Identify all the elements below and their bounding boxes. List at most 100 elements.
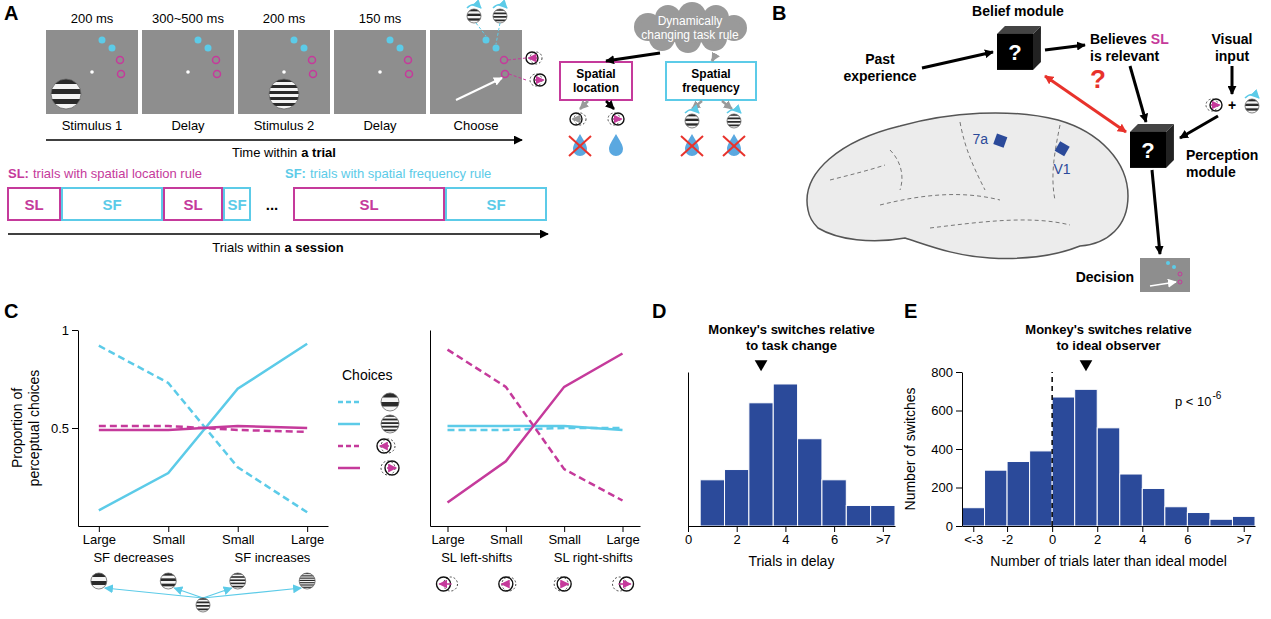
target-dot: [301, 45, 308, 52]
new-location: [1210, 99, 1222, 111]
decoration: [51, 99, 81, 104]
arrow: [502, 583, 510, 585]
bar: [700, 480, 724, 526]
tick-label: Large: [606, 532, 639, 547]
session-block: [224, 188, 250, 220]
group-label: SF decreases: [93, 550, 174, 565]
bar: [725, 470, 749, 526]
decoration: [685, 114, 699, 128]
panel-letter: B: [772, 2, 786, 24]
area-label: V1: [1053, 161, 1070, 177]
decoration: [493, 9, 507, 23]
cross: [569, 136, 591, 156]
tick-label: 600: [931, 403, 953, 418]
arrow: [8, 233, 548, 235]
decoration: [51, 79, 81, 109]
text-line: experience: [843, 68, 916, 84]
tick-mark: [506, 526, 507, 532]
cross: [569, 136, 591, 156]
decoration: [685, 123, 699, 125]
bar: [1120, 474, 1143, 526]
target-dot: [397, 45, 404, 52]
group-label: SL right-shifts: [554, 550, 633, 565]
bar: [1007, 462, 1030, 526]
axis-title: Time withina trial: [232, 145, 336, 160]
decoration: [196, 602, 210, 604]
tick: 1: [62, 323, 78, 338]
bar: [1142, 488, 1165, 526]
decoration: [1245, 104, 1259, 106]
target-dot: [118, 71, 125, 78]
arrow: [1231, 66, 1234, 94]
water-drop: [609, 134, 623, 156]
screen-bg: [334, 30, 426, 114]
decoration: [299, 578, 315, 579]
tick-label: 1: [62, 323, 69, 338]
new-location: [570, 113, 582, 125]
screen-label: Delay: [171, 118, 205, 133]
target-dot: [213, 57, 220, 64]
grating-edge: [685, 114, 699, 128]
decoration: [91, 573, 107, 589]
annotation: p < 10: [1175, 394, 1212, 409]
panel-letter: E: [904, 300, 917, 322]
target-dot: [483, 37, 490, 44]
decoration: Proportion ofperceptual choices: [9, 370, 42, 487]
tick: >7: [876, 526, 891, 547]
target-dot: [1172, 265, 1176, 269]
tick-mark: [1142, 526, 1143, 532]
cross: [723, 136, 745, 156]
target-dot: [1166, 261, 1170, 265]
grating: [1245, 99, 1259, 113]
cube-side: [1033, 26, 1041, 70]
bar: [1165, 507, 1188, 526]
decoration: [269, 85, 299, 88]
screen-label: Delay: [363, 118, 397, 133]
text-line: Monkey's switches relative: [1025, 322, 1191, 337]
series-line: [448, 354, 623, 503]
screen: [334, 30, 426, 114]
brain: [807, 113, 1128, 259]
grating-edge: [299, 573, 315, 589]
screen-label: Choose: [454, 118, 499, 133]
bar: [1187, 513, 1210, 526]
area-7a: [993, 134, 1007, 148]
text-part: Believes: [1090, 31, 1147, 47]
bar: [1052, 397, 1075, 526]
text-line: Visual: [1212, 31, 1253, 47]
grating: [299, 573, 315, 589]
decoration: [51, 89, 81, 94]
axis: <-3-20246>7: [963, 526, 1256, 547]
sulcus: [890, 150, 902, 190]
arrow: [606, 101, 614, 109]
tick-mark: [448, 526, 449, 532]
grating: [727, 114, 741, 128]
tick-label: 400: [931, 442, 953, 457]
area-label: 7a: [972, 131, 988, 147]
text-part: Time within: [232, 145, 297, 160]
decoration: [493, 13, 507, 15]
decoration: [1245, 108, 1259, 110]
duration: 150 ms: [359, 11, 402, 26]
tick: 400: [931, 442, 962, 457]
decoration: [493, 16, 507, 18]
decoration: [381, 402, 399, 407]
bar: [773, 384, 797, 526]
decoration: [299, 580, 315, 581]
decoration: [299, 573, 315, 589]
arrow: [1045, 76, 1126, 132]
text-line: perceptual choices: [26, 370, 42, 487]
legend-swatch: [338, 401, 360, 404]
decoration: [1245, 99, 1259, 113]
tick: 6: [831, 526, 838, 547]
new-location: [437, 577, 451, 591]
question-mark: ?: [1141, 138, 1154, 163]
cross: [681, 136, 703, 156]
grating-edge: [91, 573, 107, 589]
arrow: [922, 52, 993, 68]
input-label: Visualinput: [1212, 31, 1253, 64]
target-dot: [117, 57, 124, 64]
tick: Small: [222, 526, 255, 547]
target-dot: [310, 71, 317, 78]
session-block: [164, 188, 222, 220]
